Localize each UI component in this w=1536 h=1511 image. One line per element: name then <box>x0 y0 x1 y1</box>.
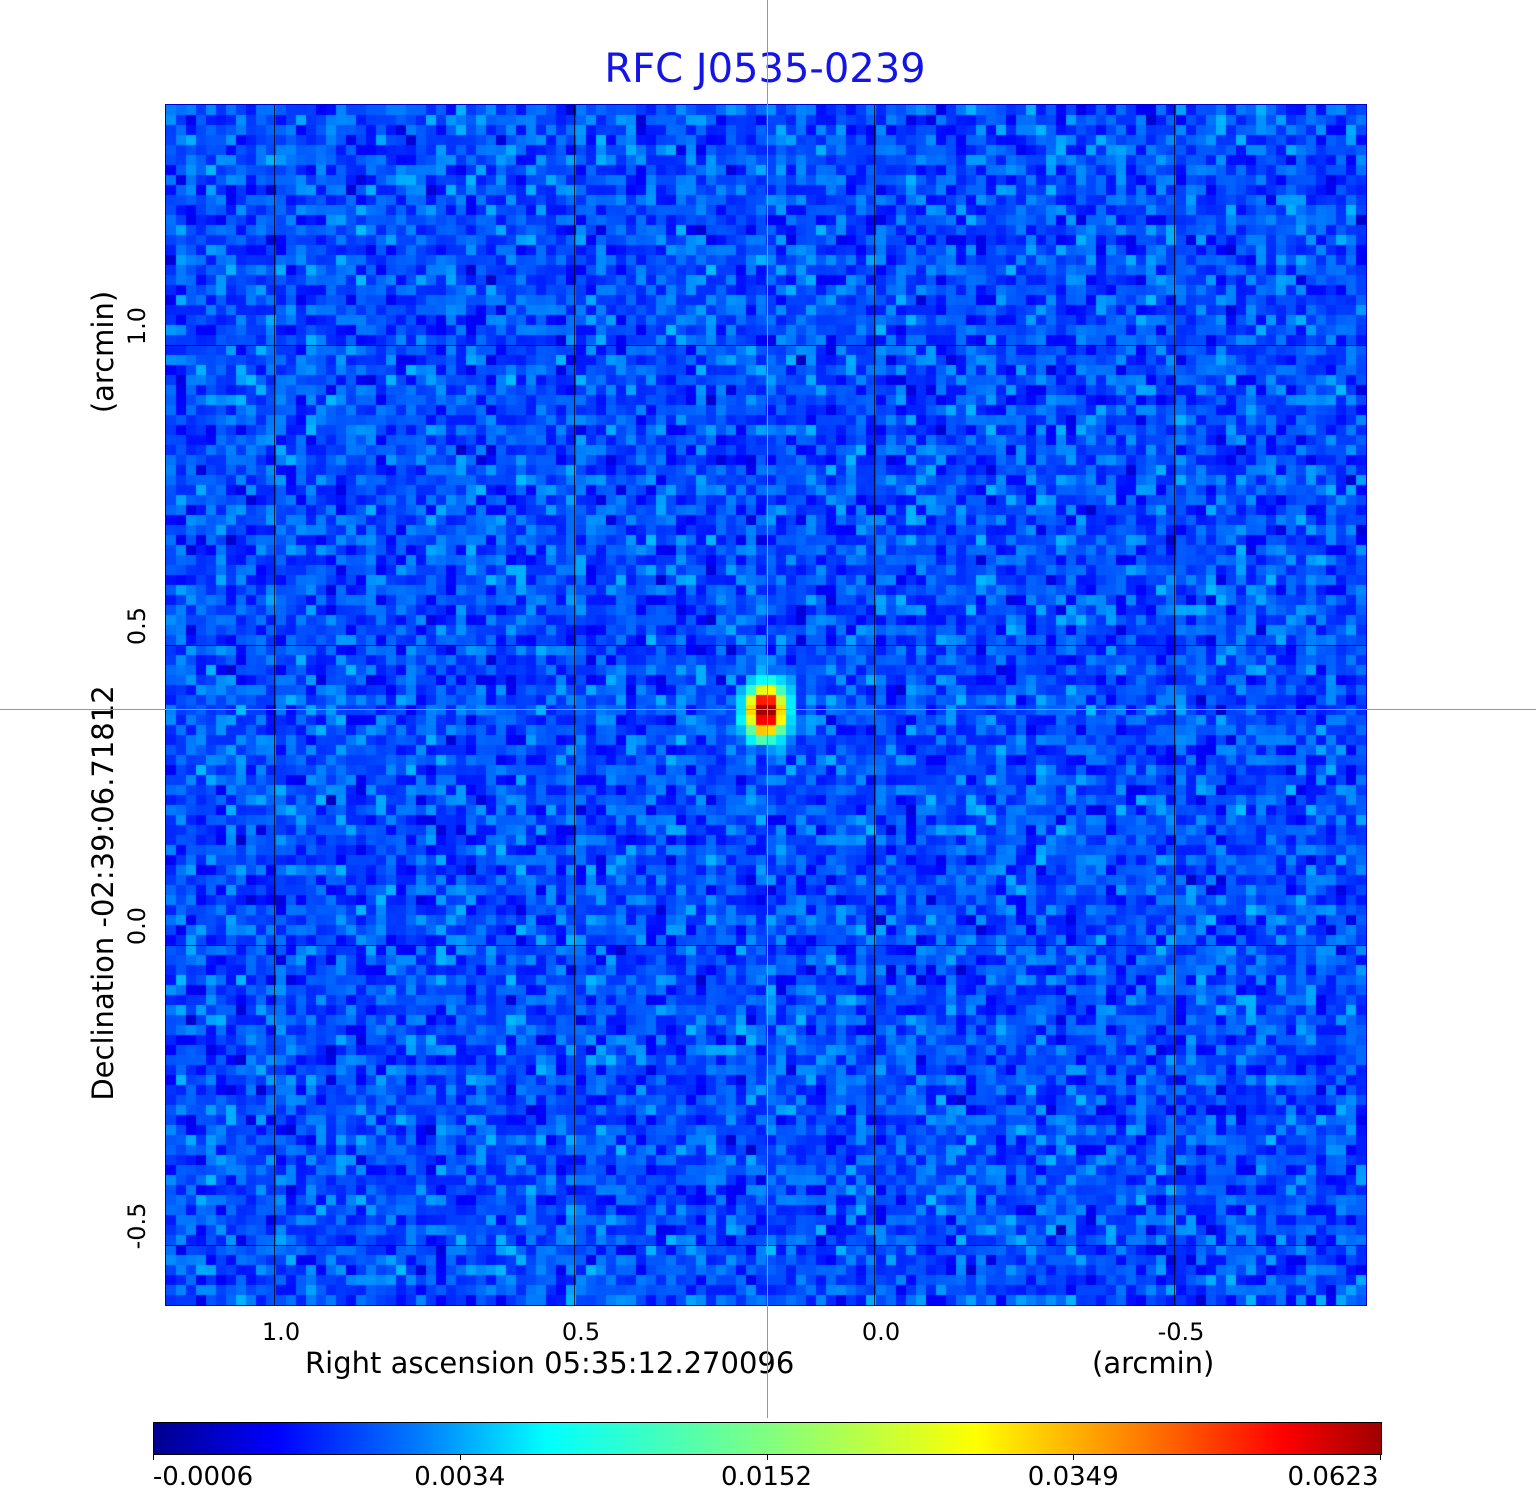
y-tick-label: -0.5 <box>123 1202 151 1250</box>
chart-title: RFC J0535-0239 <box>604 46 926 92</box>
heatmap-image <box>166 105 1366 1305</box>
y-tick-label: 0.5 <box>123 606 151 646</box>
grid-line-x <box>574 105 575 1305</box>
colorbar-tick-label: 0.0349 <box>1027 1462 1119 1492</box>
grid-line-x <box>274 105 275 1305</box>
grid-line-x <box>874 105 875 1305</box>
grid-line-y <box>166 1245 1366 1246</box>
x-tick-label: 0.5 <box>561 1318 601 1346</box>
grid-line-y <box>166 345 1366 346</box>
y-tick-label: 0.0 <box>123 906 151 946</box>
colorbar-tick <box>766 1454 768 1460</box>
colorbar-tick-label: 0.0152 <box>721 1462 812 1492</box>
colorbar-tick-label: 0.0034 <box>414 1462 506 1492</box>
grid-line-y <box>166 645 1366 646</box>
colorbar-tick-label: 0.0623 <box>1287 1462 1379 1492</box>
x-tick-label: 0.0 <box>861 1318 901 1346</box>
image-plot-area[interactable] <box>165 104 1367 1306</box>
grid-line-x <box>1174 105 1175 1305</box>
colorbar-tick <box>1380 1454 1381 1460</box>
x-tick-label: -0.5 <box>1157 1318 1205 1346</box>
crosshair-horizontal <box>0 709 1536 710</box>
x-axis-label: Right ascension 05:35:12.270096 <box>305 1346 795 1380</box>
y-axis-unit: (arcmin) <box>86 290 120 414</box>
colorbar-tick <box>153 1454 154 1460</box>
colorbar <box>153 1422 1382 1455</box>
x-tick-label: 1.0 <box>261 1318 301 1346</box>
colorbar-tick-label: -0.0006 <box>152 1462 254 1492</box>
colorbar-tick <box>1073 1454 1075 1460</box>
y-tick-label: 1.0 <box>123 306 151 346</box>
x-axis-unit: (arcmin) <box>1092 1346 1215 1380</box>
colorbar-tick <box>459 1454 461 1460</box>
grid-line-y <box>166 945 1366 946</box>
y-axis-label: Declination -02:39:06.71812 <box>86 685 120 1101</box>
